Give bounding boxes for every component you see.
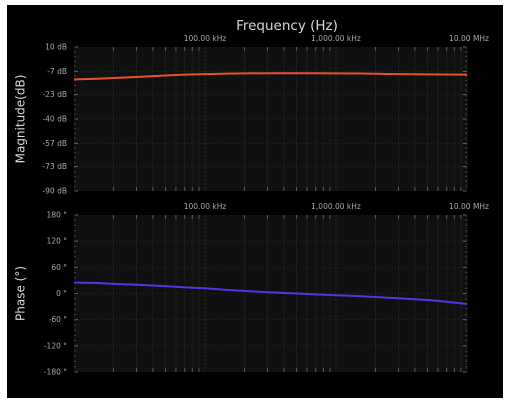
- magnitude-panel: 100.00 kHz 1,000.00 kHz 10.00 MHz 10 dB -7 d…: [14, 34, 490, 196]
- bode-plot-svg: Frequency (Hz) 100.00 kHz 1,000.00 kHz 10.…: [7, 5, 503, 398]
- phase-y-tick-label: 120 °: [47, 237, 68, 246]
- phase-x-tick-label: 1,000.00 kHz: [311, 202, 361, 211]
- magnitude-y-tick-label: -90 dB: [42, 187, 67, 196]
- phase-y-tick-label: -180 °: [44, 368, 67, 377]
- bode-plot-window: Frequency (Hz) 100.00 kHz 1,000.00 kHz 10.…: [7, 5, 503, 398]
- magnitude-y-axis-label: Magnitude(dB): [14, 75, 28, 164]
- phase-x-tick-label: 10.00 MHz: [449, 202, 489, 211]
- phase-y-tick-label: -120 °: [44, 341, 67, 350]
- phase-series-line: [73, 281, 468, 305]
- magnitude-x-tick-label: 10.00 MHz: [449, 34, 489, 43]
- magnitude-y-tick-label: -57 dB: [42, 139, 67, 148]
- phase-x-tick-label: 100.00 kHz: [184, 202, 227, 211]
- magnitude-x-tick-label: 100.00 kHz: [184, 34, 227, 43]
- phase-y-tick-label: 60 °: [51, 263, 67, 272]
- phase-plot-area: [74, 215, 467, 372]
- magnitude-y-tick-label: -73 dB: [42, 162, 67, 171]
- magnitude-y-tick-label: -23 dB: [42, 90, 67, 99]
- magnitude-series-line: [73, 72, 468, 81]
- magnitude-y-tick-label: -40 dB: [42, 115, 67, 124]
- phase-y-tick-label: 180 °: [47, 211, 68, 220]
- phase-panel: 100.00 kHz 1,000.00 kHz 10.00 MHz 180 ° 120 …: [14, 202, 490, 377]
- magnitude-y-tick-label: -7 dB: [47, 67, 67, 76]
- magnitude-x-tick-label: 1,000.00 kHz: [311, 34, 361, 43]
- phase-y-tick-label: -60 °: [49, 315, 68, 324]
- phase-y-tick-label: 0 °: [56, 289, 67, 298]
- magnitude-plot-area: [74, 47, 467, 191]
- chart-title: Frequency (Hz): [236, 18, 338, 34]
- magnitude-y-tick-label: 10 dB: [45, 43, 67, 52]
- phase-y-axis-label: Phase (°): [14, 266, 28, 321]
